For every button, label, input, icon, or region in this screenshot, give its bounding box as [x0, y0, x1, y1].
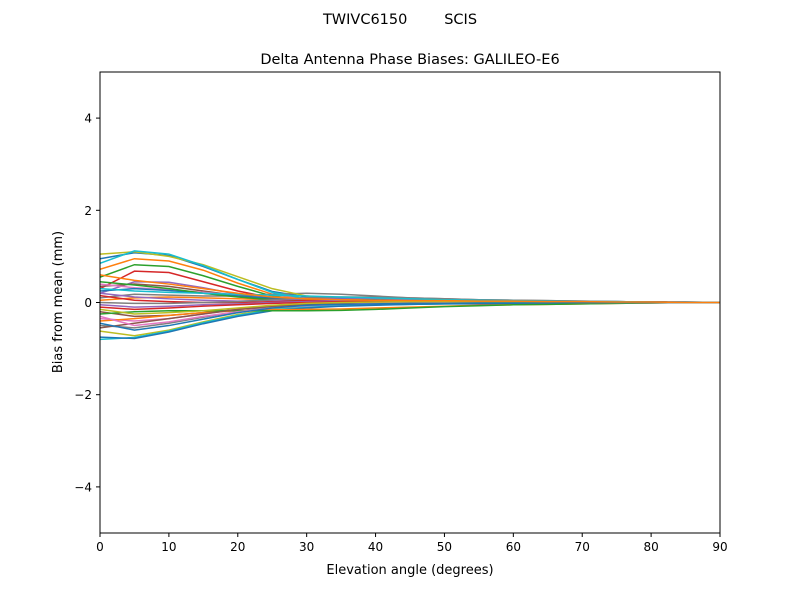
chart-title: Delta Antenna Phase Biases: GALILEO-E6 [260, 52, 559, 68]
x-tick-label: 0 [96, 540, 104, 554]
y-axis: −4 −2 0 2 4 [74, 112, 100, 494]
x-tick-label: 10 [161, 540, 176, 554]
x-tick-label: 40 [368, 540, 383, 554]
y-tick-label: −2 [74, 388, 92, 402]
x-axis-label: Elevation angle (degrees) [326, 563, 493, 578]
x-tick-label: 50 [437, 540, 452, 554]
x-tick-label: 90 [712, 540, 727, 554]
series-line-3 [100, 263, 720, 304]
series-line-10 [100, 250, 720, 304]
suptitle: TWIVC6150 SCIS [322, 12, 477, 28]
series-line-9 [100, 251, 720, 304]
series-lines [100, 250, 720, 341]
x-tick-label: 30 [299, 540, 314, 554]
y-tick-label: 2 [84, 204, 92, 218]
y-tick-label: −4 [74, 480, 92, 494]
x-tick-label: 70 [575, 540, 590, 554]
y-tick-label: 4 [84, 112, 92, 126]
y-axis-label: Bias from mean (mm) [51, 231, 66, 373]
x-tick-label: 80 [643, 540, 658, 554]
x-axis: 0 10 20 30 40 50 60 70 80 90 [96, 533, 728, 554]
x-tick-label: 20 [230, 540, 245, 554]
series-line-32 [100, 274, 720, 304]
x-tick-label: 60 [506, 540, 521, 554]
y-tick-label: 0 [84, 296, 92, 310]
